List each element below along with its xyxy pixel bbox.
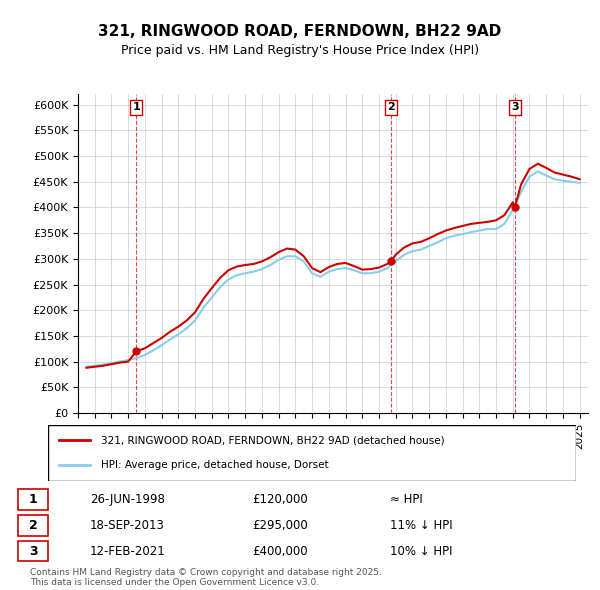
Text: 11% ↓ HPI: 11% ↓ HPI	[390, 519, 452, 532]
Text: 2: 2	[387, 103, 395, 112]
Text: Contains HM Land Registry data © Crown copyright and database right 2025.
This d: Contains HM Land Registry data © Crown c…	[30, 568, 382, 587]
Text: 321, RINGWOOD ROAD, FERNDOWN, BH22 9AD (detached house): 321, RINGWOOD ROAD, FERNDOWN, BH22 9AD (…	[101, 435, 445, 445]
Text: 321, RINGWOOD ROAD, FERNDOWN, BH22 9AD: 321, RINGWOOD ROAD, FERNDOWN, BH22 9AD	[98, 24, 502, 38]
FancyBboxPatch shape	[18, 489, 48, 510]
FancyBboxPatch shape	[18, 540, 48, 561]
Text: 12-FEB-2021: 12-FEB-2021	[90, 545, 166, 558]
Text: £120,000: £120,000	[252, 493, 308, 506]
Text: 1: 1	[133, 103, 140, 112]
Text: £400,000: £400,000	[252, 545, 308, 558]
FancyBboxPatch shape	[18, 515, 48, 536]
Text: £295,000: £295,000	[252, 519, 308, 532]
Text: HPI: Average price, detached house, Dorset: HPI: Average price, detached house, Dors…	[101, 460, 328, 470]
Text: 3: 3	[29, 545, 37, 558]
FancyBboxPatch shape	[48, 425, 576, 481]
Text: 2: 2	[29, 519, 37, 532]
Text: 1: 1	[29, 493, 37, 506]
Text: ≈ HPI: ≈ HPI	[390, 493, 423, 506]
Text: 10% ↓ HPI: 10% ↓ HPI	[390, 545, 452, 558]
Text: 18-SEP-2013: 18-SEP-2013	[90, 519, 165, 532]
Text: 3: 3	[511, 103, 518, 112]
Text: Price paid vs. HM Land Registry's House Price Index (HPI): Price paid vs. HM Land Registry's House …	[121, 44, 479, 57]
Text: 26-JUN-1998: 26-JUN-1998	[90, 493, 165, 506]
